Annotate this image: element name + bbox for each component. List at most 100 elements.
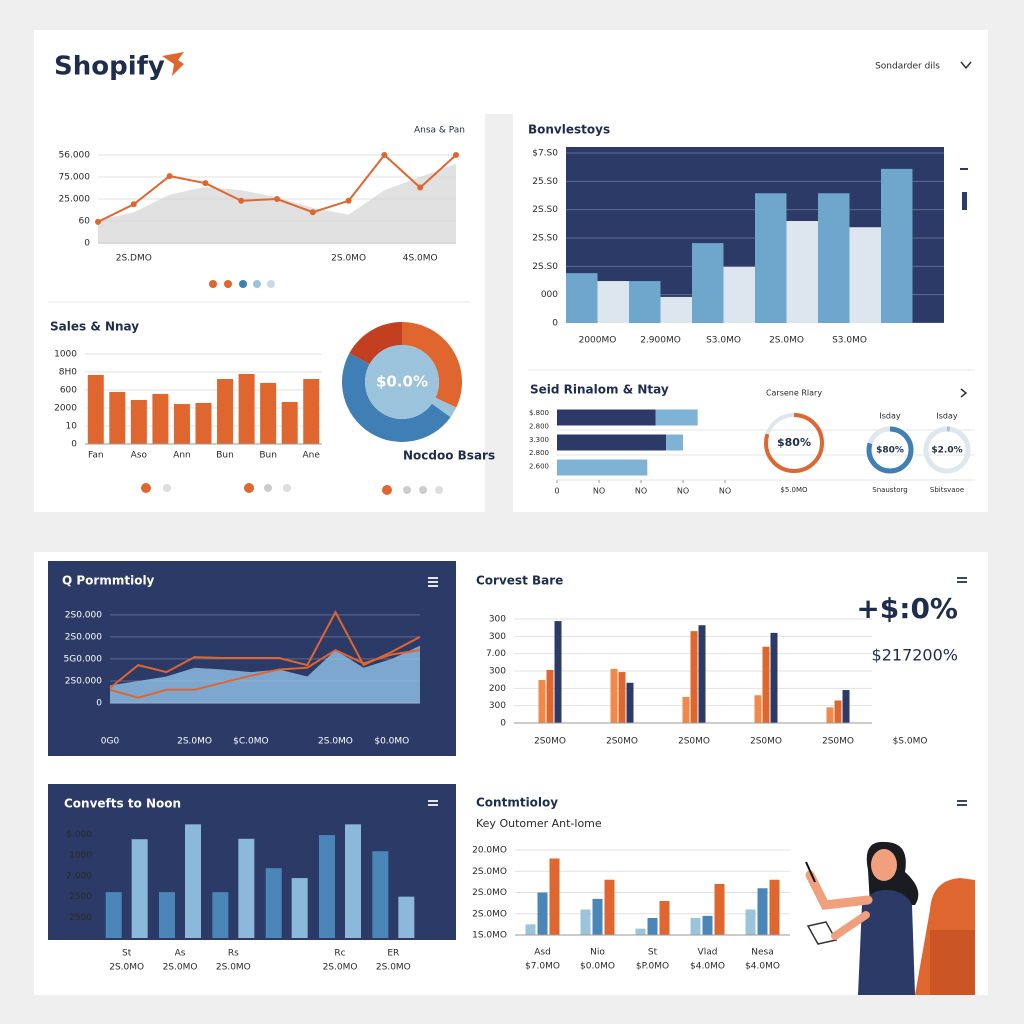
header-bar	[34, 30, 988, 114]
y-tick-label: 300	[489, 701, 506, 711]
panel-title: Convefts to Noon	[64, 797, 181, 811]
panel-title: Seid Rinalom & Ntay	[530, 383, 669, 397]
x-tick-label: 0	[554, 487, 559, 496]
logo[interactable]: Shopify	[54, 52, 165, 82]
bar	[666, 434, 683, 451]
pie-slice	[431, 397, 457, 418]
x-tick-label: 2S0MO	[822, 737, 854, 747]
kpi-sub: $217200%	[872, 646, 958, 665]
y-tick-label: 600	[60, 386, 77, 396]
x-tick-label: NO	[719, 487, 731, 496]
x-tick-label: Rc	[334, 949, 345, 959]
x-sub-label: $P.0MO	[636, 962, 669, 972]
illustration	[805, 841, 975, 995]
point	[345, 197, 352, 204]
gauge-value: $2.0%	[931, 446, 962, 456]
bar	[626, 682, 634, 723]
bar	[554, 621, 562, 723]
x-tick-label: As	[175, 949, 186, 959]
bar	[849, 227, 881, 323]
x-tick-label: Aso	[131, 451, 148, 461]
bar	[546, 669, 554, 723]
bar	[398, 896, 415, 938]
y-tick-label: 25.000	[59, 195, 91, 205]
panel-title: Ansa & Pan	[414, 126, 465, 136]
bar	[281, 401, 298, 444]
point	[166, 173, 173, 180]
x-tick-label: $C.0MO	[233, 737, 268, 747]
x-tick-label: $0.0MO	[374, 737, 409, 747]
bar	[537, 892, 548, 935]
bar	[87, 374, 104, 444]
x-tick-label: St	[122, 949, 132, 959]
panel-title: Sales & Nnay	[50, 320, 139, 334]
panel-title: Contmtioloy	[476, 796, 558, 810]
x-tick-label: 2.900MO	[640, 336, 681, 346]
y-tick-label: 000	[541, 290, 558, 300]
bar	[173, 404, 190, 444]
x-tick-label: Bun	[259, 451, 277, 461]
gauge-footer: Sbitsvaoe	[930, 486, 964, 494]
y-tick-label: 1S.0MO	[472, 931, 507, 941]
y-tick-label: 2S0.000	[65, 632, 102, 642]
y-tick-label: 75.000	[59, 173, 91, 183]
row-label: 2.600	[529, 463, 549, 471]
row-label: $.800	[529, 409, 549, 417]
x-sub-label: 2S.0MO	[376, 963, 411, 973]
y-tick-label: 0	[96, 699, 102, 709]
gauge-arc	[866, 426, 914, 474]
bar	[557, 409, 656, 426]
bar	[557, 434, 667, 451]
x-tick-label: St	[648, 948, 658, 958]
x-tick-label: 2S0MO	[678, 737, 710, 747]
chevron[interactable]	[960, 61, 972, 70]
x-tick-label: NO	[593, 487, 605, 496]
menu[interactable]: Sondarder dils	[875, 62, 940, 72]
pagination[interactable]	[141, 280, 443, 495]
x-sub-label: $7.0MO	[525, 962, 560, 972]
bar	[525, 924, 536, 935]
bar	[755, 193, 787, 323]
panel-title: Nocdoo Bsars	[403, 449, 495, 463]
y-tick-label: 5G0.000	[64, 654, 103, 664]
y-tick-label: 25.S0	[532, 177, 558, 187]
bar	[757, 888, 768, 935]
bar	[762, 646, 770, 723]
bar	[692, 243, 724, 323]
y-tick-label: 1000	[54, 350, 77, 360]
x-tick-label: Nesa	[751, 948, 773, 958]
point	[417, 184, 424, 191]
x-sub-label: 2S.0MO	[216, 963, 251, 973]
bar	[566, 273, 598, 323]
arrow[interactable]	[960, 388, 968, 398]
x-tick-label: ER	[387, 949, 399, 959]
y-tick-label: 300	[489, 615, 506, 625]
bar	[881, 168, 913, 323]
y-tick-label: 20.0MO	[472, 846, 507, 856]
point	[130, 201, 137, 208]
y-tick-label: 300	[489, 632, 506, 642]
bar	[319, 835, 335, 938]
x-tick-label: 0G0	[101, 737, 120, 747]
y-tick-label: 0	[84, 239, 90, 249]
row-label: 2.800	[529, 422, 549, 430]
y-tick-label: 2S0.000	[65, 676, 102, 686]
x-tick-label: $S.0MO	[893, 737, 928, 747]
bar	[647, 918, 658, 935]
bar	[592, 898, 603, 935]
gauge-arc	[923, 426, 971, 474]
x-tick-label: Ane	[303, 451, 321, 461]
line	[109, 610, 421, 689]
bar	[131, 839, 148, 938]
bar	[698, 625, 706, 723]
area	[110, 645, 420, 703]
bar	[212, 892, 229, 938]
legend-bar	[962, 192, 967, 210]
x-tick-label: S3.0MO	[706, 336, 741, 346]
menu-icons[interactable]	[428, 577, 967, 806]
area	[98, 163, 456, 243]
bar	[682, 697, 690, 723]
bar	[195, 402, 212, 444]
